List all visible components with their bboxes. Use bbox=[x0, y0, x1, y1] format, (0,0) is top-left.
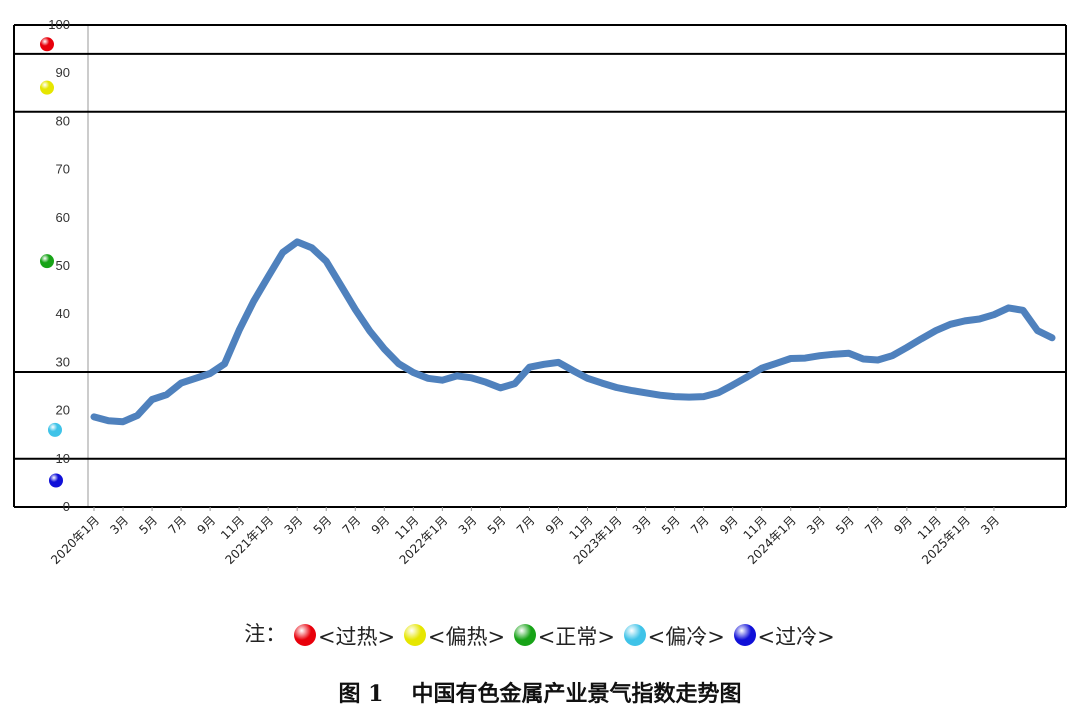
y-tick-label: 0 bbox=[63, 499, 70, 514]
y-tick-label: 10 bbox=[56, 451, 70, 466]
x-tick-label: 5月 bbox=[311, 513, 335, 537]
x-tick-label: 9月 bbox=[194, 513, 218, 537]
legend-label: <正常> bbox=[537, 624, 615, 649]
legend-label: <过热> bbox=[317, 624, 396, 649]
legend-item-cool: <偏冷> bbox=[623, 621, 725, 651]
x-tick-label: 3月 bbox=[804, 513, 828, 537]
legend-prefix: 注： bbox=[244, 622, 287, 646]
x-tick-label: 2020年1月 bbox=[48, 513, 102, 567]
x-tick-label: 5月 bbox=[485, 513, 509, 537]
x-tick-label: 3月 bbox=[630, 513, 654, 537]
legend: 注： <过热> <偏热> <正常> <偏冷> <过冷> bbox=[0, 618, 1080, 651]
legend-item-overheat: <过热> bbox=[293, 621, 396, 651]
status-ball-icon bbox=[49, 473, 63, 488]
x-tick-label: 5月 bbox=[136, 513, 160, 537]
y-tick-label: 60 bbox=[56, 210, 70, 225]
figure-number: 图 1 bbox=[338, 681, 384, 707]
figure-title: 中国有色金属产业景气指数走势图 bbox=[411, 681, 742, 707]
x-tick-label: 5月 bbox=[659, 513, 683, 537]
legend-item-overcold: <过冷> bbox=[733, 621, 835, 651]
x-tick-label: 3月 bbox=[978, 513, 1002, 537]
y-tick-label: 30 bbox=[56, 354, 70, 369]
y-tick-label: 70 bbox=[56, 162, 70, 177]
x-tick-label: 9月 bbox=[369, 513, 393, 537]
legend-label: <偏冷> bbox=[647, 624, 725, 649]
x-tick-label: 3月 bbox=[282, 513, 306, 537]
cyan-ball-icon bbox=[623, 623, 646, 646]
y-tick-label: 90 bbox=[56, 65, 70, 80]
red-ball-icon bbox=[293, 623, 316, 646]
yellow-ball-icon bbox=[403, 623, 426, 646]
x-tick-label: 7月 bbox=[165, 513, 189, 537]
x-tick-label: 9月 bbox=[891, 513, 915, 537]
y-tick-label: 100 bbox=[48, 17, 70, 32]
legend-label: <偏热> bbox=[427, 624, 506, 649]
legend-item-warm: <偏热> bbox=[403, 621, 506, 651]
x-tick-label: 7月 bbox=[340, 513, 364, 537]
x-tick-label: 3月 bbox=[456, 513, 480, 537]
x-tick-label: 7月 bbox=[862, 513, 886, 537]
legend-label: <过冷> bbox=[757, 624, 835, 649]
status-ball-icon bbox=[40, 254, 54, 269]
x-tick-label: 9月 bbox=[543, 513, 567, 537]
figure-caption: 图 1 中国有色金属产业景气指数走势图 bbox=[0, 676, 1080, 708]
legend-item-normal: <正常> bbox=[513, 621, 615, 651]
green-ball-icon bbox=[513, 623, 536, 646]
y-tick-label: 20 bbox=[56, 403, 70, 418]
series-line bbox=[90, 238, 1056, 426]
x-tick-label: 5月 bbox=[833, 513, 857, 537]
y-tick-label: 80 bbox=[56, 113, 70, 128]
x-tick-label: 9月 bbox=[717, 513, 741, 537]
status-ball-icon bbox=[40, 80, 54, 95]
y-tick-label: 40 bbox=[56, 306, 70, 321]
x-tick-label: 3月 bbox=[107, 513, 131, 537]
y-tick-label: 50 bbox=[56, 258, 70, 273]
status-ball-icon bbox=[40, 37, 54, 52]
blue-ball-icon bbox=[733, 623, 756, 646]
x-tick-label: 7月 bbox=[514, 513, 538, 537]
x-tick-label: 7月 bbox=[688, 513, 712, 537]
status-ball-icon bbox=[48, 422, 62, 437]
